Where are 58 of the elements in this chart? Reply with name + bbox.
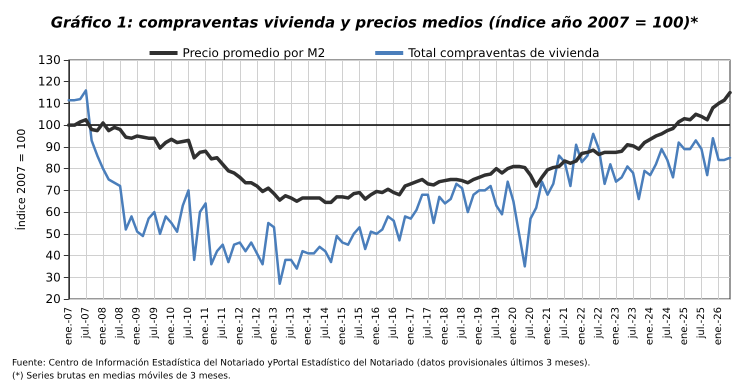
x-tick-label: ene.-23 (610, 307, 622, 346)
legend-label: Total compraventas de vivienda (407, 46, 600, 60)
y-tick-label: 120 (38, 74, 61, 89)
x-tick-label: ene.-16 (371, 307, 382, 346)
y-tick-label: 90 (46, 140, 61, 154)
x-tick-label: ene.-19 (474, 307, 485, 346)
x-tick-label: ene.-08 (98, 307, 109, 346)
y-tick-label: 80 (46, 162, 61, 176)
y-tick-label: 50 (46, 226, 61, 241)
x-tick-label: ene.-22 (576, 307, 588, 346)
x-tick-label: jul.-16 (388, 307, 400, 340)
x-tick-label: jul.-23 (628, 307, 639, 340)
text: (*) Series brutas en medias móviles de 3 meses. (12, 370, 231, 382)
x-tick-label: ene.-11 (200, 307, 212, 346)
y-tick-label: 110 (38, 96, 61, 110)
x-tick-label: ene.-10 (166, 307, 177, 346)
y-tick-label: 60 (46, 205, 61, 220)
x-tick-label: ene.-25 (678, 307, 690, 346)
x-tick-label: ene.-21 (542, 307, 554, 346)
x-tick-label: ene.-17 (405, 307, 416, 346)
x-tick-label: ene.-20 (508, 307, 519, 346)
source-note: Fuente: Centro de Información Estadística del Notariado yPortal Estadístico del Notariado (datos provisionales últimos 3 meses). (12, 358, 590, 368)
x-tick-label: ene.-18 (440, 307, 450, 346)
x-tick-label: ene.-26 (713, 307, 724, 346)
legend-label: Precio promedio por M2 (182, 46, 326, 60)
x-tick-label: ene.-14 (302, 307, 314, 346)
x-tick-label: ene.-13 (268, 307, 280, 346)
x-tick-label: jul.-10 (183, 307, 194, 340)
x-tick-label: jul.-22 (593, 307, 604, 340)
y-tick-label: 70 (46, 183, 61, 198)
x-tick-label: jul.-13 (286, 307, 297, 340)
x-tick-label: jul.-12 (251, 307, 262, 340)
y-tick-label: 100 (38, 118, 61, 132)
x-tick-label: jul.-25 (696, 307, 707, 340)
x-tick-label: ene.-12 (234, 307, 246, 346)
x-tick-label: jul.-09 (148, 307, 160, 340)
x-tick-label: ene.-15 (336, 307, 348, 346)
y-tick-label: 130 (38, 53, 61, 67)
line-series (68, 89, 732, 286)
x-tick-label: jul.-18 (456, 307, 468, 340)
chart-title: Gráfico 1: compraventas vivienda y precios medios (índice año 2007 = 100)* (50, 14, 698, 32)
x-tick-label: jul.-17 (422, 307, 434, 340)
x-tick-label: jul.-14 (320, 307, 331, 340)
x-tick-label: jul.-11 (217, 307, 228, 340)
x-tick-label: jul.-08 (114, 307, 126, 340)
y-tick-label: 20 (46, 292, 61, 306)
y-axis-title: Índice 2007 = 100 (14, 128, 28, 230)
x-tick-label: ene.-24 (644, 307, 656, 346)
x-tick-label: ene.-09 (132, 307, 143, 346)
x-tick-label: jul.-21 (559, 307, 570, 340)
x-tick-label: ene.-07 (63, 307, 74, 346)
x-tick-label: jul.-19 (490, 307, 502, 340)
y-tick-label: 30 (46, 270, 61, 284)
x-tick-label: jul.-15 (354, 307, 365, 340)
x-tick-label: jul.-07 (80, 307, 92, 340)
y-tick-label: 40 (46, 248, 61, 263)
x-tick-label: jul.-24 (662, 307, 673, 340)
x-tick-label: jul.-20 (525, 307, 536, 340)
